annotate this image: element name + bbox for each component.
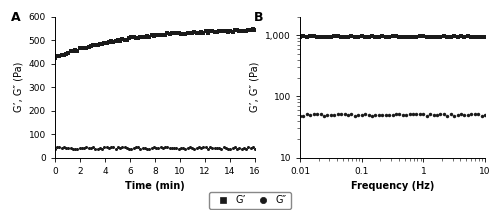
Text: B: B: [254, 11, 263, 24]
Text: A: A: [11, 11, 20, 24]
X-axis label: Frequency (Hz): Frequency (Hz): [351, 181, 434, 191]
X-axis label: Time (min): Time (min): [125, 181, 185, 191]
Legend: G’, G″: G’, G″: [209, 192, 291, 209]
Y-axis label: G’, G″ (Pa): G’, G″ (Pa): [250, 62, 260, 112]
Y-axis label: G’, G″ (Pa): G’, G″ (Pa): [13, 62, 23, 112]
